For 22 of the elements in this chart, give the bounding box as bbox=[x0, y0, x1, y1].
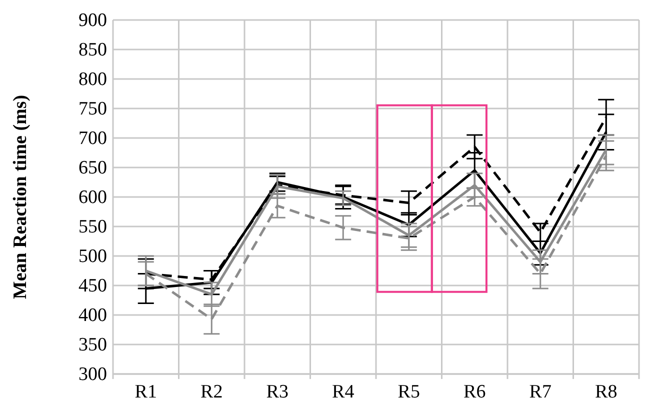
x-tick-label: R5 bbox=[398, 381, 420, 402]
x-tick-label: R3 bbox=[266, 381, 288, 402]
y-tick-label: 500 bbox=[78, 246, 107, 268]
y-tick-label: 900 bbox=[78, 10, 107, 32]
y-tick-label: 700 bbox=[78, 128, 107, 150]
y-tick-label: 650 bbox=[78, 158, 107, 179]
x-tick-label: R2 bbox=[200, 381, 223, 402]
y-tick-label: 400 bbox=[78, 305, 107, 326]
y-tick-label: 750 bbox=[78, 98, 107, 120]
y-tick-label: 600 bbox=[78, 187, 107, 208]
y-tick-label: 300 bbox=[78, 364, 107, 386]
x-tick-label: R8 bbox=[595, 381, 618, 402]
x-tick-label: R6 bbox=[464, 381, 486, 402]
x-tick-label: R7 bbox=[529, 381, 552, 402]
y-tick-label: 350 bbox=[78, 334, 107, 356]
y-axis-title: Mean Reaction time (ms) bbox=[10, 94, 31, 300]
y-tick-label: 550 bbox=[78, 216, 107, 238]
y-tick-label: 850 bbox=[78, 40, 107, 61]
y-tick-label: 450 bbox=[78, 276, 107, 297]
x-tick-label: R4 bbox=[332, 381, 355, 402]
x-tick-label: R1 bbox=[134, 381, 157, 402]
y-tick-label: 800 bbox=[78, 69, 107, 90]
